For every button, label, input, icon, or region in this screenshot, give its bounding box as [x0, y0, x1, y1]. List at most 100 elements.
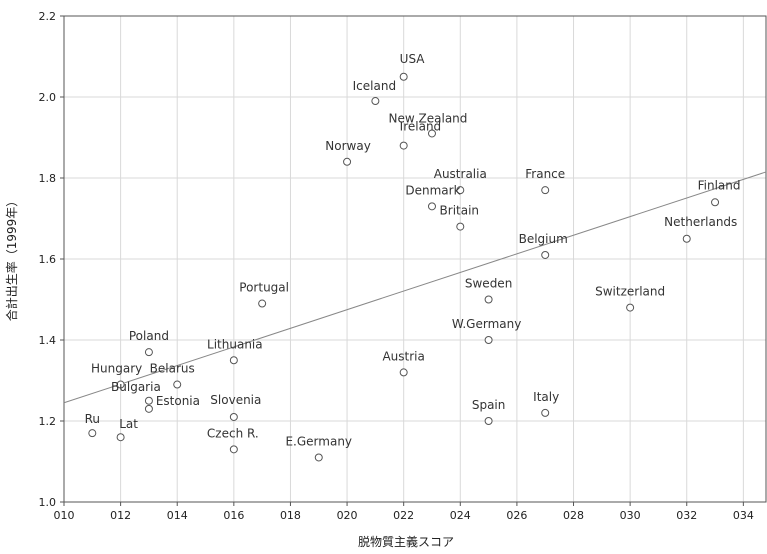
data-point-label: Czech R.: [207, 426, 259, 440]
data-point-group: Czech R.: [207, 426, 259, 454]
data-point: [399, 72, 408, 81]
data-point-group: Norway: [325, 139, 371, 166]
x-tick-label: 018: [280, 509, 301, 522]
data-point-label: Australia: [434, 167, 487, 181]
data-point-label: Poland: [129, 329, 169, 343]
data-point-label: Britain: [440, 204, 480, 218]
data-point: [427, 129, 436, 138]
data-point: [229, 445, 238, 454]
data-point: [541, 250, 550, 259]
data-point-label: Hungary: [91, 362, 142, 376]
data-point-label: Ireland: [400, 120, 442, 134]
y-tick-label: 1.0: [39, 496, 57, 509]
x-tick-label: 010: [54, 509, 75, 522]
data-point: [116, 380, 125, 389]
data-point-label: Belgium: [519, 232, 568, 246]
x-tick-label: 026: [506, 509, 527, 522]
x-tick-label: 014: [167, 509, 188, 522]
data-point: [343, 157, 352, 166]
data-point-label: Belarus: [150, 362, 195, 376]
data-point-group: France: [525, 167, 565, 195]
data-point-group: W.Germany: [452, 317, 521, 344]
tick-layer: 010 012 014 016 018 020 022 024 026 028 030 032 034 1…: [39, 10, 754, 522]
data-point-group: Sweden: [465, 277, 512, 304]
data-point-label: E.Germany: [285, 434, 352, 448]
x-tick-label: 020: [337, 509, 358, 522]
data-point-group: Lithuania: [207, 337, 263, 365]
x-tick-label: 016: [223, 509, 244, 522]
data-point-group: Hungary: [91, 362, 142, 389]
data-point-label: Portugal: [239, 281, 289, 295]
data-point-group: Finland: [698, 178, 741, 207]
y-tick-label: 2.2: [39, 10, 57, 23]
data-point-label: Switzerland: [595, 285, 665, 299]
data-point-label: W.Germany: [452, 317, 521, 331]
data-point: [144, 348, 153, 357]
data-point-label: Lat: [119, 417, 138, 431]
data-point-label: Netherlands: [664, 215, 737, 229]
data-point-group: Slovenia: [210, 393, 261, 421]
data-point-group: Italy: [533, 390, 559, 417]
data-point-group: Bulgaria: [111, 380, 161, 405]
x-tick-label: 028: [563, 509, 584, 522]
data-point-group: Belgium: [519, 232, 568, 259]
data-point-label: New Zealand: [389, 111, 468, 125]
grid-layer: [63, 15, 766, 503]
data-point: [173, 380, 182, 389]
data-point-group: Australia: [434, 167, 487, 195]
trend-line: [63, 171, 767, 404]
data-point: [484, 295, 493, 304]
data-point-label: Slovenia: [210, 393, 261, 407]
data-point-label: Iceland: [353, 79, 396, 93]
x-tick-label: 024: [450, 509, 471, 522]
data-point-group: Britain: [440, 204, 480, 231]
data-point-label: USA: [400, 52, 426, 66]
data-point-label: Spain: [472, 398, 506, 412]
y-tick-label: 1.8: [39, 172, 57, 185]
data-point-label: France: [525, 167, 565, 181]
y-tick-label: 1.6: [39, 253, 57, 266]
data-point: [682, 234, 691, 243]
data-point-group: Poland: [129, 329, 169, 357]
data-point: [456, 222, 465, 231]
x-tick-label: 030: [620, 509, 641, 522]
x-tick-label: 022: [393, 509, 414, 522]
data-point-group: Switzerland: [595, 285, 665, 312]
data-point: [541, 186, 550, 195]
data-point: [711, 198, 720, 207]
data-point: [626, 303, 635, 312]
data-point: [144, 396, 153, 405]
data-point-group: E.Germany: [285, 434, 352, 462]
data-point: [399, 141, 408, 150]
data-point: [116, 433, 125, 442]
data-point: [314, 453, 323, 462]
y-tick-label: 2.0: [39, 91, 57, 104]
data-point-group: Denmark: [405, 183, 461, 211]
data-point: [484, 336, 493, 344]
data-point: [88, 429, 97, 438]
data-point: [541, 408, 550, 417]
data-point-label: Denmark: [405, 183, 460, 197]
data-point: [258, 299, 267, 308]
data-point-group: Spain: [472, 398, 506, 425]
y-axis-title: 合計出生率（1999年）: [4, 195, 19, 322]
x-axis-title: 脱物質主義スコア: [358, 534, 454, 549]
data-point-label: Italy: [533, 390, 559, 404]
data-point-label: Estonia: [156, 394, 200, 408]
data-point-label: Norway: [325, 139, 371, 153]
data-point: [399, 368, 408, 377]
data-point: [427, 202, 436, 211]
data-point: [484, 417, 493, 425]
data-point: [229, 412, 238, 421]
data-point: [456, 186, 465, 195]
data-point: [371, 97, 380, 106]
y-tick-label: 1.2: [39, 415, 57, 428]
x-tick-label: 012: [110, 509, 131, 522]
data-point-label: Austria: [382, 349, 424, 363]
data-point-label: Ru: [85, 412, 100, 426]
data-point-group: New Zealand: [389, 111, 468, 138]
data-point-label: Finland: [698, 178, 741, 192]
x-tick-label: 034: [733, 509, 754, 522]
data-point-group: Iceland: [353, 79, 396, 106]
